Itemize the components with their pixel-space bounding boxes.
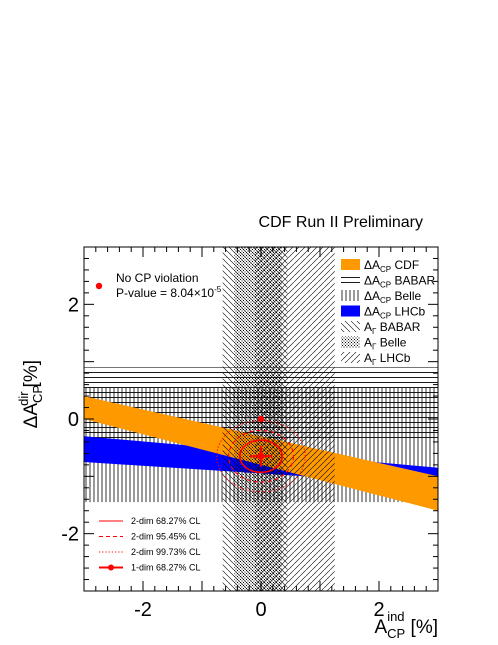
y-tick-label: -2	[61, 524, 79, 546]
legend-dacp-babar: ΔACP BABAR	[341, 274, 436, 290]
axis-ticks: -2 0 2 -2 0 2	[61, 246, 439, 621]
band-agamma-lhcb	[255, 247, 335, 591]
legend-swatch	[341, 321, 360, 332]
cl-legend-dotted: 2-dim 99.73% CL	[99, 547, 201, 557]
x-tick-label: 0	[255, 599, 266, 621]
y-axis-label: ΔACPdir[%]	[16, 360, 45, 428]
legend-label: AΓ Belle	[364, 336, 407, 352]
y-tick-label: 0	[68, 409, 79, 431]
contour-solid	[238, 439, 284, 474]
contours-layer	[216, 420, 306, 493]
legend-swatch	[341, 274, 360, 286]
x-tick-label: -2	[134, 599, 152, 621]
contour-dotted	[216, 420, 306, 493]
legend-swatch	[341, 259, 360, 270]
svg-text:ΔACPdir[%]: ΔACPdir[%]	[16, 360, 45, 428]
legend-label: ΔACP BABAR	[364, 274, 436, 290]
cl-legend-label: 1-dim 68.27% CL	[131, 563, 201, 573]
legend-swatch	[341, 336, 360, 348]
no-cp-label: No CP violation	[116, 271, 199, 285]
points-layer	[249, 415, 273, 467]
legend-agamma-lhcb: AΓ LHCb	[341, 351, 411, 367]
no-cp-legend-marker	[95, 282, 103, 290]
legend-dacp-lhcb: ΔACP LHCb	[341, 305, 425, 321]
legend-swatch	[341, 305, 360, 317]
no-cp-annotation: No CP violation P-value = 8.04×10-5	[95, 271, 222, 300]
cl-legend-marker	[108, 564, 114, 571]
legend-label: ΔACP LHCb	[364, 305, 425, 321]
contour-dashed	[228, 429, 295, 483]
cl-legend-solid: 2-dim 68.27% CL	[99, 516, 201, 526]
cl-legend-dashed: 2-dim 95.45% CL	[99, 532, 201, 542]
x-axis-label: ACPind[%]	[374, 609, 438, 641]
y-tick-label: 2	[68, 294, 79, 316]
cl-legend-label: 2-dim 95.45% CL	[131, 532, 201, 542]
x-tick-label: 2	[373, 599, 384, 621]
cl-legend-label: 2-dim 68.27% CL	[131, 516, 201, 526]
cl-legend-marker: 1-dim 68.27% CL	[99, 563, 201, 573]
cl-legend-label: 2-dim 99.73% CL	[131, 547, 201, 557]
cl-legend: 2-dim 68.27% CL 2-dim 95.45% CL 2-dim 99.7…	[99, 516, 201, 573]
legend-agamma-belle: AΓ Belle	[341, 336, 407, 352]
legend-label: AΓ BABAR	[364, 320, 421, 336]
legend-dacp-belle: ΔACP Belle	[341, 289, 422, 305]
legend-dacp-cdf: ΔACP CDF	[341, 258, 419, 274]
legend-label: ΔACP Belle	[364, 289, 422, 305]
svg-text:ACPind[%]: ACPind[%]	[374, 609, 438, 641]
legend-label: AΓ LHCb	[364, 351, 411, 367]
no-cp-violation-point	[257, 415, 265, 423]
legend-agamma-babar: AΓ BABAR	[341, 320, 421, 336]
legend-swatch	[341, 290, 360, 301]
legend-swatch	[341, 352, 360, 363]
chart-title: CDF Run II Preliminary	[259, 214, 423, 231]
best-fit-point	[257, 452, 265, 460]
legend-label: ΔACP CDF	[364, 258, 419, 274]
pvalue-label: P-value = 8.04×10-5	[116, 285, 222, 300]
